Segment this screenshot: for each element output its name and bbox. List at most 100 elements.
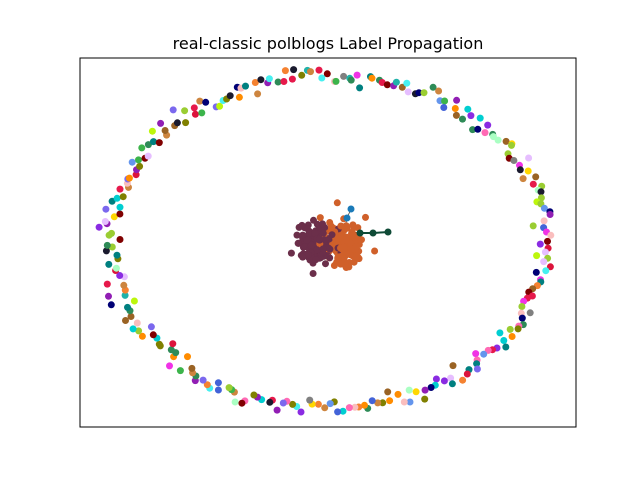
ring-node	[508, 141, 515, 149]
tail-node	[384, 228, 392, 236]
ring-node	[169, 106, 177, 114]
ring-node	[469, 126, 477, 134]
ring-node	[198, 109, 206, 117]
ring-node	[119, 193, 127, 201]
ring-node	[546, 211, 554, 218]
core-node-a	[321, 236, 329, 244]
ring-node	[199, 376, 207, 384]
ring-node	[116, 210, 124, 218]
ring-node	[453, 96, 461, 104]
ring-node	[544, 237, 551, 245]
core-node-b	[337, 222, 345, 230]
ring-node	[533, 252, 541, 260]
ring-node	[110, 213, 118, 221]
ring-node	[321, 404, 329, 412]
ring-node	[500, 337, 508, 344]
graph-nodes	[95, 66, 555, 416]
ring-node	[540, 258, 548, 266]
tail-node	[369, 229, 377, 237]
core-node-a	[307, 241, 315, 249]
ring-node	[138, 332, 146, 340]
ring-node	[108, 229, 115, 237]
ring-node	[101, 218, 109, 225]
ring-node	[136, 162, 144, 170]
ring-node	[148, 127, 156, 135]
chart-title: real-classic polblogs Label Propagation	[173, 34, 484, 53]
ring-node	[421, 386, 429, 394]
ring-node	[289, 400, 297, 408]
ring-node	[447, 374, 455, 382]
ring-node	[125, 174, 133, 182]
ring-node	[379, 399, 387, 407]
ring-node	[150, 138, 157, 146]
ring-node	[323, 70, 331, 78]
ring-node	[214, 379, 222, 387]
ring-node	[440, 377, 448, 385]
ring-node	[130, 297, 138, 305]
ring-node	[250, 391, 258, 399]
ring-node	[280, 78, 288, 85]
ring-node	[532, 173, 540, 181]
ring-node	[132, 171, 140, 179]
ring-node	[226, 92, 234, 100]
ring-node	[113, 194, 121, 202]
ring-node	[231, 398, 239, 406]
ring-node	[203, 381, 211, 389]
ring-node	[116, 203, 124, 211]
ring-node	[514, 325, 522, 333]
ring-node	[102, 205, 110, 213]
ring-node	[116, 272, 124, 279]
ring-node	[392, 78, 400, 86]
ring-node	[547, 231, 555, 239]
ring-node	[474, 125, 482, 133]
ring-node	[496, 329, 504, 337]
core-node-a	[310, 216, 317, 224]
ring-node	[542, 267, 550, 275]
ring-node	[452, 111, 460, 119]
core-node-a	[319, 220, 326, 228]
ring-node	[459, 115, 466, 123]
ring-node	[191, 110, 199, 118]
core-node-b	[342, 236, 350, 244]
ring-node	[420, 89, 428, 97]
core-node-a	[305, 251, 312, 259]
ring-node	[254, 90, 262, 98]
ring-node	[476, 114, 484, 122]
ring-node	[274, 78, 282, 86]
ring-node	[520, 297, 528, 305]
ring-node	[472, 350, 480, 358]
core-node-a	[311, 229, 319, 237]
ring-node	[541, 248, 549, 256]
ring-node	[412, 388, 420, 396]
ring-node	[235, 93, 243, 101]
ring-node	[448, 380, 456, 388]
ring-node	[347, 76, 355, 84]
ring-node	[238, 399, 246, 407]
ring-node	[306, 396, 314, 404]
ring-node	[279, 399, 287, 407]
ring-node	[105, 260, 113, 268]
ring-node	[122, 317, 129, 324]
core-node-a	[303, 236, 311, 244]
ring-node	[214, 386, 222, 394]
ring-node	[400, 398, 408, 406]
ring-node	[525, 154, 533, 162]
ring-node	[202, 98, 210, 106]
ring-node	[459, 376, 467, 384]
ring-node	[251, 79, 259, 86]
ring-node	[135, 156, 142, 164]
ring-node	[138, 144, 146, 152]
ring-node	[540, 204, 548, 212]
ring-node	[103, 280, 111, 288]
ring-node	[427, 384, 435, 391]
ring-node	[526, 309, 534, 317]
ring-node	[546, 263, 554, 271]
ring-node	[281, 67, 289, 75]
ring-node	[464, 105, 472, 113]
core-node-b	[337, 244, 344, 252]
ring-node	[265, 75, 273, 83]
ring-node	[518, 303, 526, 310]
core-node-a	[309, 270, 317, 277]
core-node-a	[298, 221, 306, 229]
